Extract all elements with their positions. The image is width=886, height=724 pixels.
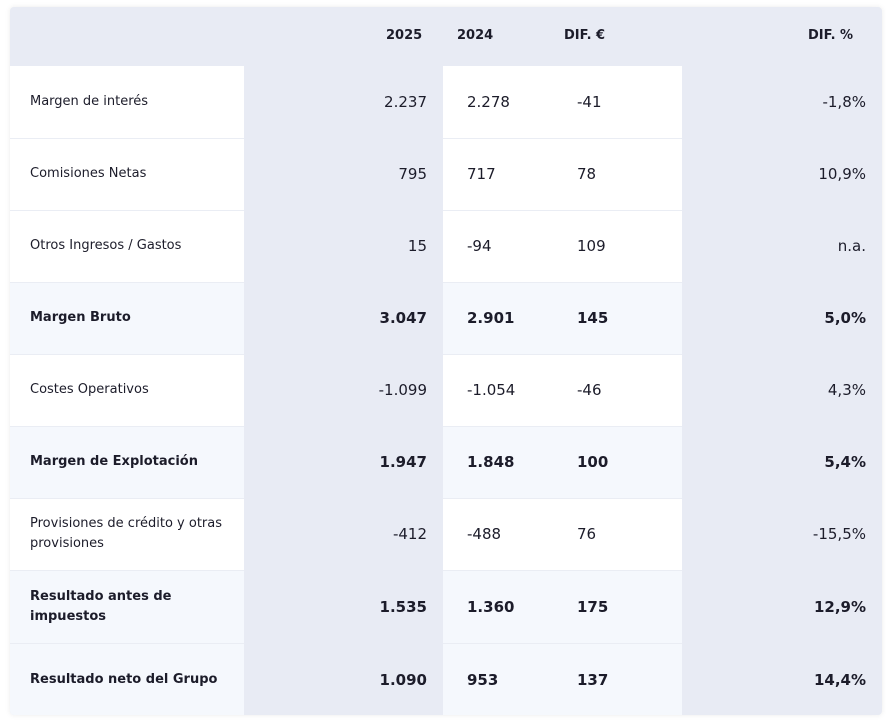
value-2024: 2.901 [467, 309, 515, 327]
table-row: Margen Bruto 3.047 2.901 145 5,0% [10, 282, 882, 354]
row-label-cell-bg [10, 354, 244, 426]
row-value-cell-bg [443, 570, 682, 643]
table-body: Margen de interés 2.237 2.278 -41 -1,8% Comis… [10, 66, 882, 715]
value-2024: 717 [467, 165, 496, 183]
row-value-cell-bg [443, 282, 682, 354]
row-label: Comisiones Netas [30, 166, 147, 181]
table-row: Margen de Explotación 1.947 1.848 100 5,4% [10, 426, 882, 498]
row-value-cell-bg [443, 643, 682, 715]
row-value-cell-bg [443, 138, 682, 210]
value-dif-pct: -1,8% [822, 93, 866, 111]
value-dif-eur: 145 [577, 309, 609, 327]
row-label: Otros Ingresos / Gastos [30, 238, 182, 253]
row-label: Margen de interés [30, 94, 149, 109]
row-label-cell-bg [10, 210, 244, 282]
header-dif-eur: DIF. € [564, 28, 606, 43]
row-label-cell-bg [10, 498, 244, 570]
row-label-cell-bg [10, 643, 244, 715]
table-header: 2025 2024 DIF. € DIF. % [10, 7, 882, 66]
row-label-cell-bg [10, 138, 244, 210]
row-value-cell-bg [443, 426, 682, 498]
value-dif-eur: 175 [577, 597, 609, 616]
value-2024: 953 [467, 670, 499, 689]
value-2024: 1.360 [467, 597, 515, 616]
row-label-cell-bg [10, 426, 244, 498]
value-dif-eur: 100 [577, 453, 609, 471]
value-2024: 1.848 [467, 453, 515, 471]
value-2024: -1.054 [467, 381, 516, 399]
row-value-cell-bg [443, 210, 682, 282]
value-2025: 15 [407, 237, 427, 255]
value-dif-pct: 4,3% [827, 381, 866, 399]
results-table: 2025 2024 DIF. € DIF. % Margen de interé… [10, 7, 882, 715]
value-2025: 1.947 [379, 453, 427, 471]
value-2024: 2.278 [467, 93, 510, 111]
value-2025: 795 [398, 165, 427, 183]
value-dif-eur: 137 [577, 670, 609, 689]
value-dif-pct: 12,9% [813, 597, 866, 616]
table-row: Otros Ingresos / Gastos 15 -94 109 n.a. [10, 210, 882, 282]
row-label: Costes Operativos [30, 382, 149, 397]
header-2024: 2024 [457, 28, 494, 43]
value-dif-eur: 109 [577, 237, 606, 255]
value-2025: -412 [392, 525, 427, 543]
row-label: Margen de Explotación [30, 454, 198, 469]
value-dif-eur: -46 [577, 381, 602, 399]
row-label: Provisiones de crédito y otras provision… [30, 516, 223, 551]
table-row: Provisiones de crédito y otras provision… [10, 498, 882, 570]
value-dif-pct: -15,5% [812, 525, 866, 543]
row-label: Margen Bruto [30, 310, 131, 325]
value-2024: -488 [467, 525, 502, 543]
value-2025: 1.090 [379, 670, 427, 689]
value-2025: 1.535 [379, 597, 427, 616]
row-label: Resultado antes de impuestos [30, 588, 172, 624]
value-2025: 2.237 [384, 93, 427, 111]
value-dif-pct: 5,0% [824, 309, 866, 327]
row-label: Resultado neto del Grupo [30, 671, 218, 687]
value-dif-pct: 14,4% [813, 670, 866, 689]
value-dif-pct: 5,4% [824, 453, 866, 471]
table-row: Margen de interés 2.237 2.278 -41 -1,8% [10, 66, 882, 138]
row-value-cell-bg [443, 66, 682, 138]
row-value-cell-bg [443, 354, 682, 426]
value-dif-eur: -41 [577, 93, 602, 111]
table-row: Comisiones Netas 795 717 78 10,9% [10, 138, 882, 210]
value-dif-pct: n.a. [837, 237, 866, 255]
value-2025: 3.047 [379, 309, 427, 327]
value-dif-eur: 78 [577, 165, 597, 183]
value-dif-pct: 10,9% [818, 165, 866, 183]
row-label-cell-bg [10, 570, 244, 643]
header-2025: 2025 [386, 28, 423, 43]
row-label-cell-bg [10, 282, 244, 354]
table-row: Costes Operativos -1.099 -1.054 -46 4,3% [10, 354, 882, 426]
table-row: Resultado neto del Grupo 1.090 953 137 14,4% [10, 643, 882, 715]
row-value-cell-bg [443, 498, 682, 570]
header-dif-pct: DIF. % [808, 28, 854, 43]
row-label-cell-bg [10, 66, 244, 138]
value-2024: -94 [467, 237, 492, 255]
value-2025: -1.099 [378, 381, 427, 399]
value-dif-eur: 76 [577, 525, 597, 543]
table-row: Resultado antes de impuestos 1.535 1.360 17… [10, 570, 882, 643]
